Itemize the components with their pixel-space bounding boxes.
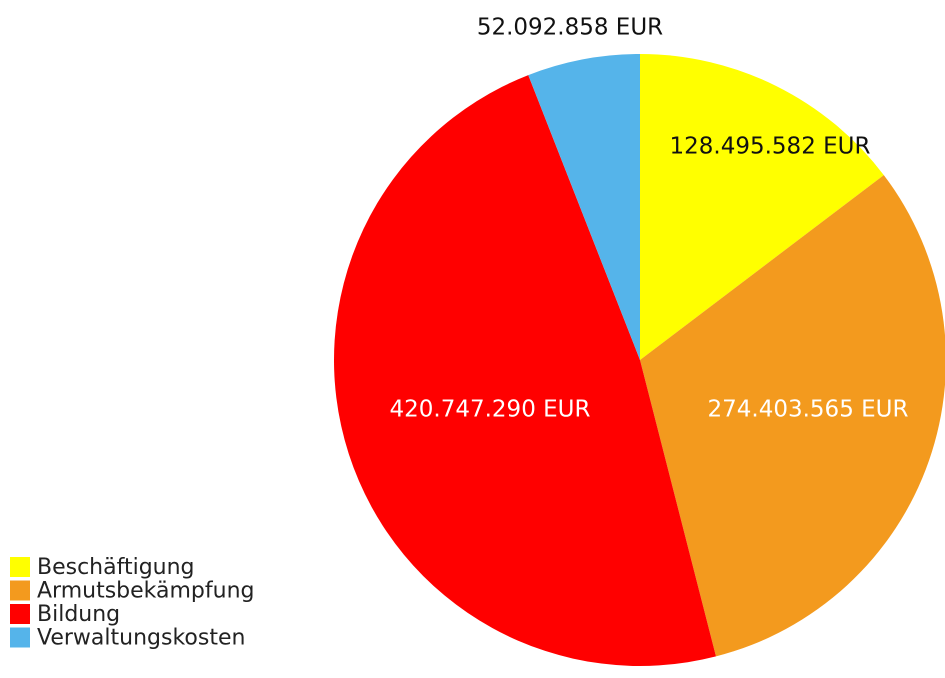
legend-swatch [10, 557, 30, 577]
legend-label: Bildung [37, 602, 120, 627]
legend-swatch [10, 580, 30, 601]
value-label: 274.403.565 EUR [708, 397, 909, 423]
pie-slice [528, 54, 640, 360]
legend-label: Verwaltungskosten [37, 626, 245, 651]
legend-label: Beschäftigung [37, 555, 195, 580]
pie-slice [333, 75, 716, 667]
value-label: 420.747.290 EUR [390, 397, 591, 423]
pie-slice [640, 175, 945, 657]
legend-swatch [10, 627, 30, 648]
legend-swatch [10, 604, 30, 624]
legend-label: Armutsbekämpfung [37, 579, 255, 604]
pie-slice [640, 54, 884, 360]
value-label: 52.092.858 EUR [477, 15, 663, 41]
value-label: 128.495.582 EUR [670, 134, 871, 160]
